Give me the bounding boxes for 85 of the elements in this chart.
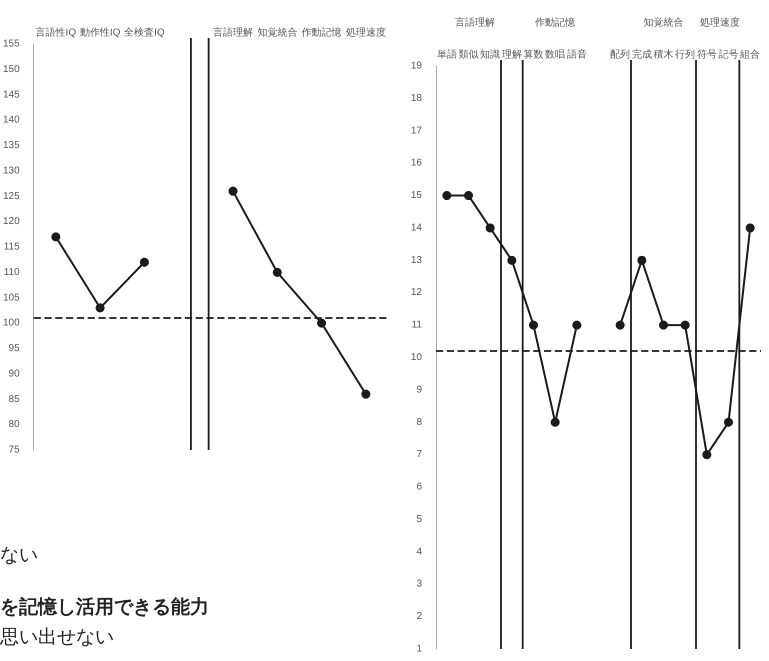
point (529, 320, 538, 330)
point (746, 223, 755, 232)
x-tick-label: 語音 (566, 48, 587, 60)
y-tick-label: 135 (2, 140, 20, 151)
y-tick-label: 19 (410, 60, 422, 72)
y-tick-label: 105 (2, 292, 20, 304)
text: ない (0, 543, 39, 568)
x-tick-label: 単語 (436, 48, 457, 60)
x-tick-label: 数唱 (545, 50, 566, 60)
point (361, 390, 370, 399)
text: 思い出せない (0, 625, 115, 650)
x-tick-label: 理解 (502, 50, 522, 60)
x-tick-label: 言語性IQ (36, 26, 76, 38)
y-tick-label: 14 (410, 222, 422, 234)
point (659, 320, 668, 330)
x-tick-label: 完成 (632, 48, 652, 60)
y-tick-label: 145 (2, 89, 20, 100)
point (616, 320, 625, 330)
x-tick-label: 作動記憶 (300, 26, 342, 38)
y-tick-label: 10 (410, 352, 422, 363)
x-tick-label: 算数 (524, 48, 544, 60)
y-tick-label: 4 (416, 546, 422, 558)
text: 作動記憶 (534, 16, 576, 28)
y-tick-label: 11 (412, 320, 422, 331)
text: 知覚統合 (644, 16, 684, 28)
x-tick-label: 言語理解 (212, 26, 253, 38)
y-tick-label: 115 (4, 242, 20, 252)
point (724, 418, 733, 427)
point (140, 258, 149, 267)
point (464, 191, 473, 200)
x-tick-label: 知識 (480, 48, 500, 60)
y-tick-label: 80 (8, 419, 20, 430)
y-tick-label: 8 (416, 416, 422, 428)
y-tick-label: 9 (416, 384, 422, 396)
x-tick-label: 配列 (610, 50, 630, 60)
y-tick-label: 140 (2, 114, 20, 126)
y-tick-label: 125 (2, 190, 20, 202)
point (51, 232, 60, 242)
text: 処理速度 (700, 16, 740, 28)
y-tick-label: 90 (8, 368, 20, 380)
y-tick-label: 16 (410, 158, 422, 169)
y-tick-label: 2 (416, 611, 422, 622)
y-tick-label: 100 (2, 318, 20, 329)
x-tick-label: 類似 (458, 48, 478, 60)
point (507, 256, 516, 265)
text: を記憶し活用できる能力 (0, 595, 210, 620)
point (486, 223, 495, 232)
point (572, 320, 582, 330)
x-tick-label: 全検査IQ (124, 26, 165, 38)
point (702, 450, 712, 460)
y-tick-label: 6 (416, 482, 422, 493)
y-tick-label: 85 (8, 394, 20, 405)
x-tick-label: 知覚統合 (257, 26, 298, 38)
point (228, 186, 238, 196)
y-tick-label: 155 (2, 38, 20, 50)
x-tick-label: 動作性IQ (80, 26, 121, 38)
point (272, 268, 282, 277)
point (680, 320, 690, 330)
point (442, 191, 452, 200)
y-tick-label: 150 (2, 64, 20, 75)
y-tick-label: 5 (416, 514, 422, 525)
text: 言語理解 (455, 16, 495, 28)
y-tick-label: 75 (8, 444, 20, 456)
y-tick-label: 17 (410, 125, 422, 136)
y-tick-label: 15 (410, 190, 422, 202)
y-tick-label: 1 (416, 644, 422, 654)
y-tick-label: 95 (8, 343, 20, 354)
point (637, 256, 646, 265)
x-tick-label: 記号 (718, 48, 738, 60)
y-tick-label: 12 (410, 287, 422, 298)
x-tick-label: 符号 (696, 48, 717, 60)
y-tick-label: 18 (410, 92, 422, 104)
y-tick-label: 3 (416, 578, 422, 590)
y-tick-label: 130 (2, 165, 20, 176)
x-tick-label: 積木 (654, 48, 674, 60)
x-tick-label: 処理速度 (346, 26, 386, 38)
y-tick-label: 7 (416, 449, 422, 460)
y-tick-label: 13 (410, 254, 422, 266)
y-tick-label: 120 (2, 216, 20, 228)
point (550, 418, 560, 427)
y-tick-label: 110 (4, 266, 20, 278)
x-tick-label: 行列 (675, 50, 696, 60)
point (317, 318, 326, 328)
x-tick-label: 組合 (739, 48, 760, 60)
point (96, 303, 105, 312)
